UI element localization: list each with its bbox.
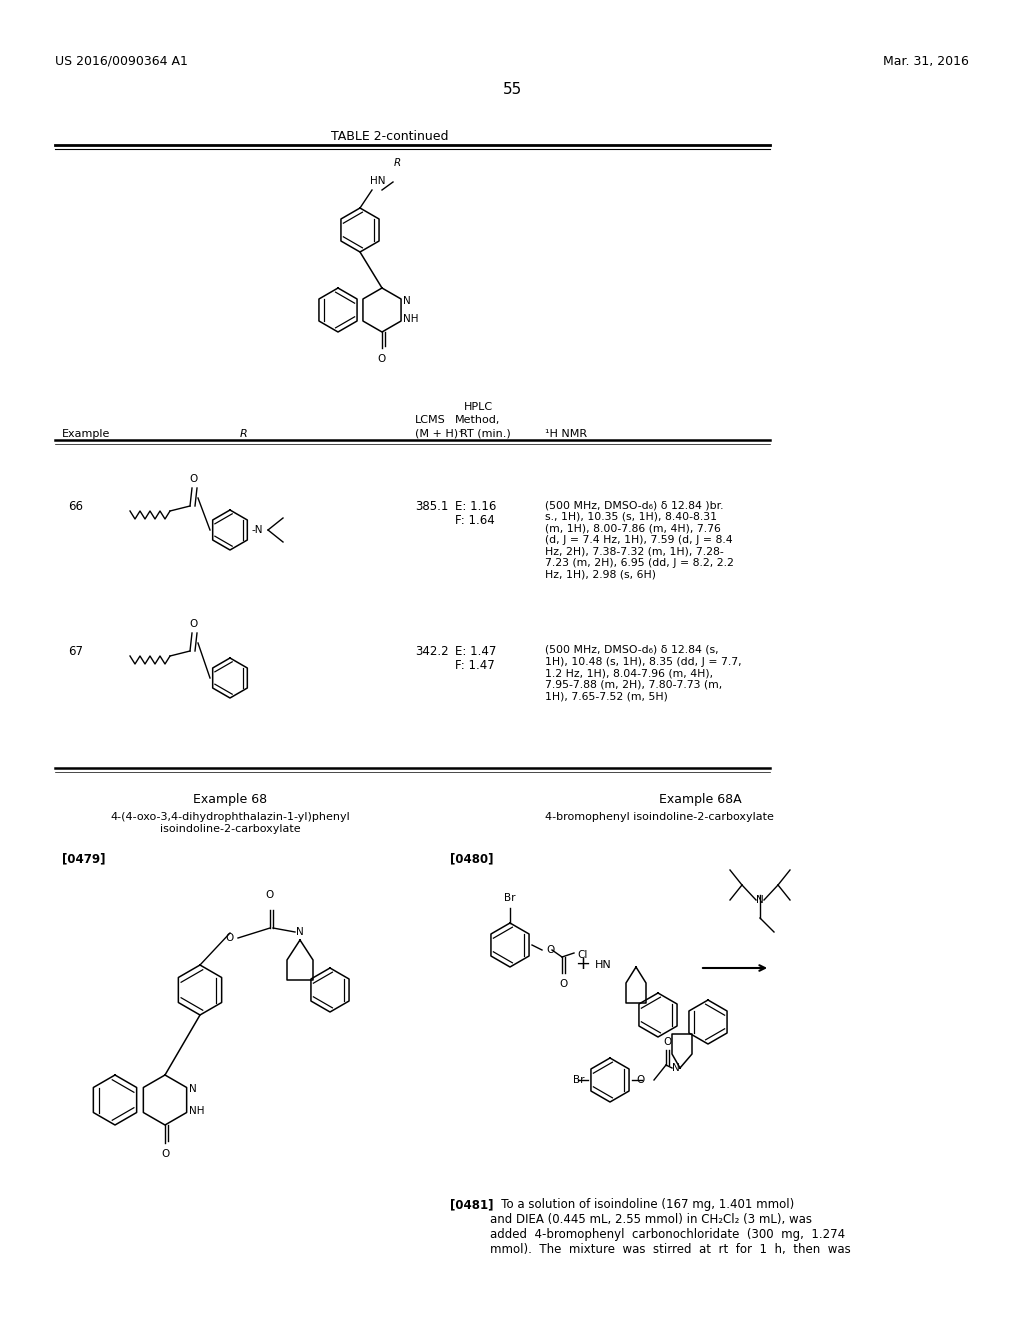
Text: 66: 66: [68, 500, 83, 513]
Text: Br: Br: [504, 894, 516, 903]
Text: Example 68A: Example 68A: [658, 793, 741, 807]
Text: N: N: [296, 927, 304, 937]
Text: O: O: [636, 1074, 644, 1085]
Text: O: O: [546, 945, 554, 954]
Text: +: +: [575, 954, 590, 973]
Text: N: N: [756, 895, 764, 906]
Text: NH: NH: [403, 314, 419, 323]
Text: Br: Br: [573, 1074, 585, 1085]
Text: E: 1.47: E: 1.47: [455, 645, 497, 657]
Text: O: O: [188, 474, 198, 484]
Text: Example 68: Example 68: [193, 793, 267, 807]
Text: TABLE 2-continued: TABLE 2-continued: [331, 129, 449, 143]
Text: Mar. 31, 2016: Mar. 31, 2016: [883, 55, 969, 69]
Text: O: O: [226, 933, 234, 942]
Text: 67: 67: [68, 645, 83, 657]
Text: F: 1.64: F: 1.64: [455, 513, 495, 527]
Text: Example: Example: [62, 429, 111, 440]
Text: HN: HN: [595, 960, 611, 970]
Text: 4-(4-oxo-3,4-dihydrophthalazin-1-yl)phenyl
isoindoline-2-carboxylate: 4-(4-oxo-3,4-dihydrophthalazin-1-yl)phen…: [111, 812, 350, 834]
Text: Method,: Method,: [455, 414, 501, 425]
Text: ¹H NMR: ¹H NMR: [545, 429, 587, 440]
Text: 385.1: 385.1: [415, 500, 449, 513]
Text: R: R: [394, 158, 401, 168]
Text: O: O: [266, 890, 274, 900]
Text: [0481]: [0481]: [450, 1199, 494, 1210]
Text: (500 MHz, DMSO-d₆) δ 12.84 (s,
1H), 10.48 (s, 1H), 8.35 (dd, J = 7.7,
1.2 Hz, 1H: (500 MHz, DMSO-d₆) δ 12.84 (s, 1H), 10.4…: [545, 645, 741, 701]
Text: N: N: [403, 296, 411, 306]
Text: 342.2: 342.2: [415, 645, 449, 657]
Text: E: 1.16: E: 1.16: [455, 500, 497, 513]
Text: LCMS: LCMS: [415, 414, 445, 425]
Text: NH: NH: [188, 1106, 204, 1115]
Text: (M + H)⁺: (M + H)⁺: [415, 429, 464, 440]
Text: [0479]: [0479]: [62, 851, 105, 865]
Text: To a solution of isoindoline (167 mg, 1.401 mmol)
and DIEA (0.445 mL, 2.55 mmol): To a solution of isoindoline (167 mg, 1.…: [490, 1199, 851, 1257]
Text: F: 1.47: F: 1.47: [455, 659, 495, 672]
Text: Cl: Cl: [577, 950, 588, 960]
Text: US 2016/0090364 A1: US 2016/0090364 A1: [55, 55, 187, 69]
Text: O: O: [559, 979, 567, 989]
Text: RT (min.): RT (min.): [460, 429, 511, 440]
Text: O: O: [663, 1038, 671, 1047]
Text: HPLC: HPLC: [464, 403, 493, 412]
Text: N: N: [188, 1085, 197, 1094]
Text: HN: HN: [370, 176, 385, 186]
Text: (500 MHz, DMSO-d₆) δ 12.84 )br.
s., 1H), 10.35 (s, 1H), 8.40-8.31
(m, 1H), 8.00-: (500 MHz, DMSO-d₆) δ 12.84 )br. s., 1H),…: [545, 500, 734, 579]
Text: -N: -N: [252, 525, 263, 535]
Text: O: O: [188, 619, 198, 630]
Text: R: R: [240, 429, 248, 440]
Text: O: O: [162, 1148, 170, 1159]
Text: 55: 55: [503, 82, 521, 96]
Text: N: N: [672, 1063, 680, 1073]
Text: 4-bromophenyl isoindoline-2-carboxylate: 4-bromophenyl isoindoline-2-carboxylate: [545, 812, 774, 822]
Text: O: O: [378, 354, 386, 364]
Text: [0480]: [0480]: [450, 851, 494, 865]
